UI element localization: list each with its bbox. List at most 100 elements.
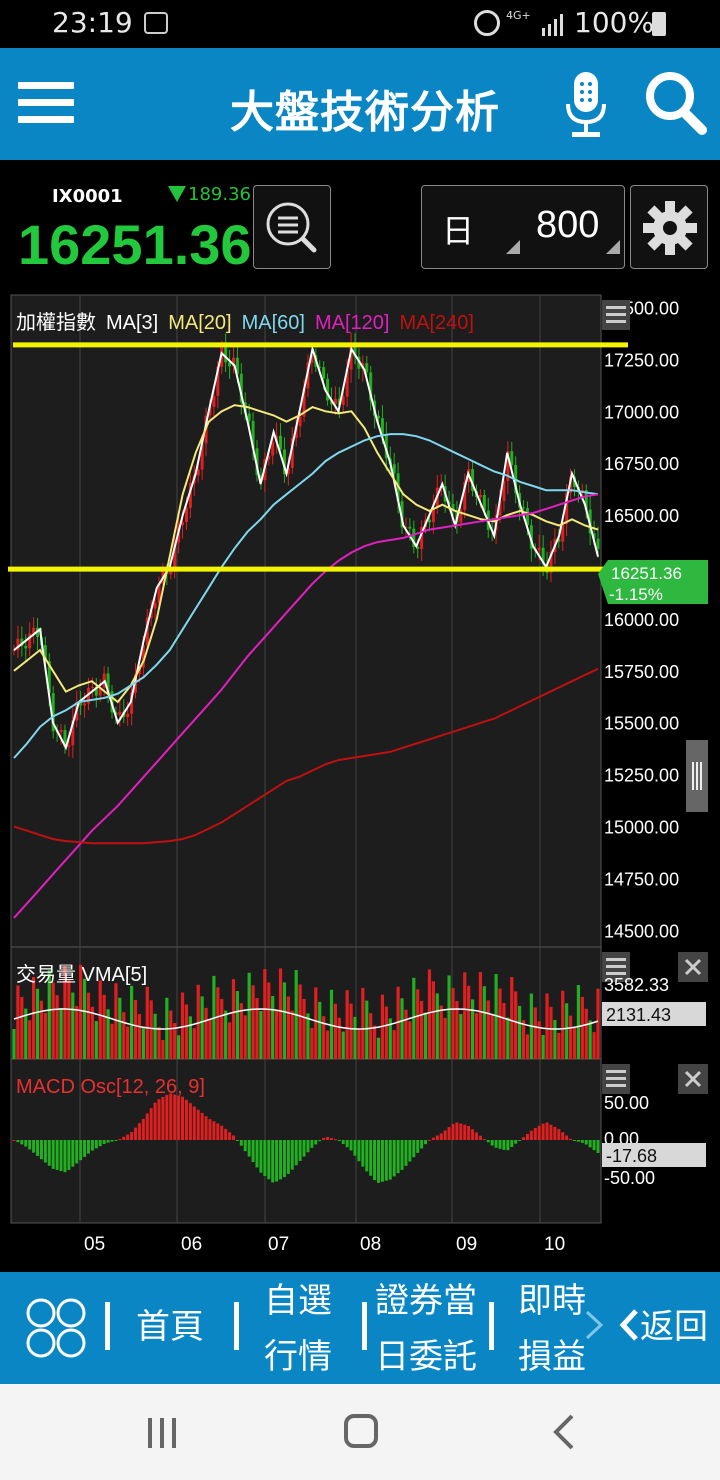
microphone-icon[interactable] — [564, 70, 608, 140]
macd-bar — [435, 1135, 439, 1140]
volume-last-label: 2131.43 — [606, 1005, 671, 1025]
gear-icon — [643, 201, 697, 255]
macd-bar — [47, 1140, 51, 1166]
macd-bar — [569, 1138, 573, 1140]
legend-item: MA[120] — [315, 312, 389, 334]
volume-bar — [298, 984, 302, 1059]
candle-body — [208, 406, 212, 416]
candle-body — [431, 507, 435, 523]
period-selector[interactable]: 日 800 — [421, 185, 625, 269]
volume-max-label: 3582.33 — [604, 975, 669, 995]
drag-handle-icon[interactable] — [686, 740, 708, 812]
macd-bar — [220, 1125, 224, 1140]
volume-bar — [208, 1019, 212, 1059]
period-count[interactable]: 800 — [536, 204, 600, 246]
candle-body — [529, 525, 533, 549]
volume-bar — [384, 1006, 388, 1059]
x-tick-label: 09 — [456, 1234, 477, 1255]
macd-bar — [188, 1103, 192, 1140]
macd-bar — [263, 1140, 267, 1176]
volume-bar — [59, 1008, 63, 1059]
volume-bar — [423, 1012, 428, 1059]
macd-bar — [322, 1137, 326, 1140]
zoom-button[interactable] — [253, 185, 331, 269]
y-tick-label: 17250.00 — [604, 350, 679, 370]
candle-body — [196, 469, 200, 476]
panel-menu-icon[interactable] — [602, 300, 630, 330]
volume-bar — [561, 990, 565, 1059]
macd-bar — [259, 1140, 263, 1173]
x-tick-label: 08 — [360, 1234, 381, 1255]
macd-bar — [134, 1127, 138, 1140]
candle-body — [322, 367, 326, 379]
volume-bar — [286, 996, 290, 1059]
nav-realtime-pnl[interactable]: 即時 損益 — [512, 1282, 592, 1376]
nav-pnl-line1: 即時 — [518, 1281, 586, 1321]
macd-bar — [396, 1140, 400, 1174]
macd-bar — [365, 1140, 369, 1172]
volume-bar — [122, 1012, 126, 1059]
back-icon[interactable] — [552, 1414, 576, 1450]
macd-bar — [337, 1140, 341, 1141]
macd-bar — [43, 1140, 47, 1163]
volume-bar — [188, 1016, 192, 1059]
stock-chart[interactable]: 17500.0017250.0017000.0016750.0016500.00… — [0, 292, 720, 1262]
network-type: 4G+ — [506, 9, 531, 22]
macd-bar — [486, 1140, 490, 1143]
chevron-right-icon[interactable] — [584, 1310, 604, 1340]
volume-bar — [192, 1028, 196, 1059]
macd-bar — [239, 1140, 243, 1146]
macd-bar — [467, 1125, 471, 1140]
macd-bar — [384, 1140, 388, 1181]
macd-bar — [228, 1132, 232, 1140]
legend-item: MA[3] — [106, 312, 158, 334]
macd-bar — [510, 1140, 514, 1147]
nav-watchlist[interactable]: 自選 行情 — [258, 1282, 338, 1376]
macd-bar — [490, 1140, 494, 1146]
macd-tick-neg50: -50.00 — [604, 1168, 655, 1188]
chart-area[interactable]: 17500.00 17250.00 17000.00 16750.00 16500.00… — [0, 292, 720, 1262]
macd-bar — [545, 1122, 549, 1140]
y-tick-label: 14750.00 — [604, 869, 679, 889]
candle-body — [94, 686, 98, 696]
candle-body — [279, 435, 283, 450]
volume-bar — [282, 982, 287, 1059]
macd-bar — [474, 1132, 478, 1140]
recent-apps-icon[interactable] — [146, 1418, 178, 1448]
home-icon[interactable] — [344, 1414, 378, 1448]
macd-bar — [459, 1123, 463, 1140]
menu-icon[interactable] — [18, 82, 74, 124]
volume-bar — [439, 1005, 443, 1059]
candle-body — [369, 372, 373, 401]
candle-body — [302, 388, 306, 417]
volume-bar — [161, 1039, 165, 1059]
period-unit[interactable]: 日 — [442, 212, 475, 250]
volume-bar — [184, 1004, 189, 1059]
candle-body — [51, 693, 55, 732]
macd-bar — [122, 1136, 126, 1140]
macd-bar — [522, 1137, 526, 1140]
back-button[interactable]: 返回 — [618, 1308, 718, 1346]
close-panel-icon[interactable] — [678, 952, 708, 982]
candle-body — [565, 492, 569, 525]
macd-bar — [392, 1140, 396, 1177]
ma-line-ma120 — [13, 493, 599, 919]
panel-menu-icon[interactable] — [602, 1064, 630, 1094]
volume-bar — [231, 979, 236, 1059]
apps-grid-icon[interactable] — [24, 1296, 88, 1360]
nav-daily-orders[interactable]: 證券當 日委託 — [368, 1282, 484, 1376]
macd-bar — [298, 1140, 302, 1161]
nav-orders-line1: 證券當 — [375, 1281, 477, 1321]
settings-button[interactable] — [630, 185, 708, 269]
candle-body — [561, 524, 565, 542]
volume-bar — [455, 1001, 459, 1059]
close-panel-icon[interactable] — [678, 1064, 708, 1094]
battery-level: 100% — [574, 6, 655, 39]
volume-bar — [16, 985, 20, 1059]
macd-bar — [59, 1140, 63, 1172]
y-tick-label: 15250.00 — [604, 766, 679, 786]
nav-home[interactable]: 首頁 — [136, 1307, 204, 1347]
panel-menu-icon[interactable] — [602, 952, 630, 982]
search-icon[interactable] — [644, 70, 708, 136]
candle-body — [596, 538, 600, 549]
